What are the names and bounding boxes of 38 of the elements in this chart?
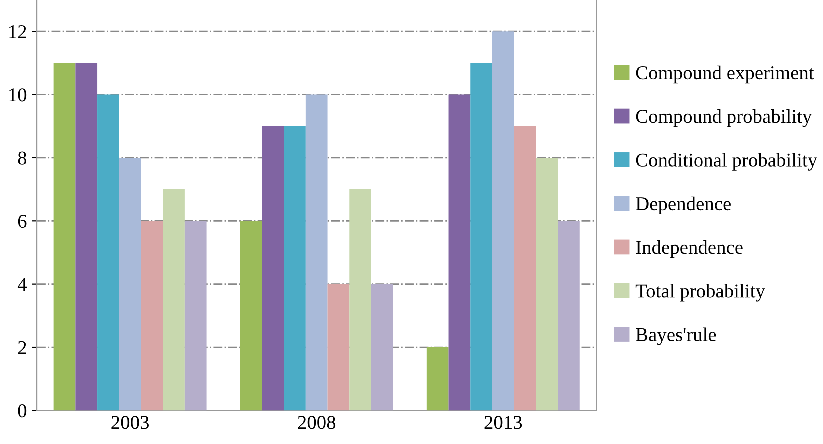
bar (426, 348, 449, 411)
bar (514, 126, 536, 411)
x-tick-label: 2008 (298, 416, 336, 430)
bar (558, 221, 580, 411)
y-tick-label: 10 (10, 88, 27, 102)
bar (470, 63, 492, 411)
x-tick-label: 2013 (484, 416, 522, 430)
bar (492, 32, 514, 411)
y-tick-label: 8 (18, 152, 27, 165)
bar (284, 126, 306, 411)
bar (184, 221, 207, 411)
bar (119, 158, 142, 411)
legend-label: Conditional probability (636, 153, 818, 171)
y-tick-label: 0 (18, 404, 27, 418)
bar (54, 63, 76, 411)
bar (536, 158, 558, 411)
bar (98, 94, 120, 411)
x-tick-label: 2003 (112, 416, 149, 430)
bar (240, 221, 262, 411)
legend-label: Compound probability (636, 110, 812, 128)
legend-label: Dependence (636, 196, 731, 215)
legend-label: Total probability (636, 284, 766, 302)
bar (76, 63, 98, 411)
y-tick-label: 6 (18, 215, 27, 228)
legend-label: Compound experiment (636, 66, 814, 84)
bar (306, 94, 328, 411)
legend-label: Independence (636, 240, 743, 258)
bar (371, 284, 394, 411)
bar (350, 190, 372, 411)
bar (163, 190, 185, 411)
bar (141, 221, 164, 411)
legend-label: Bayes'rule (636, 328, 716, 346)
bar (262, 126, 284, 411)
y-tick-label: 4 (18, 278, 28, 292)
bar (448, 94, 471, 411)
y-tick-label: 2 (18, 341, 26, 354)
y-tick-label: 12 (10, 25, 26, 38)
bar (328, 284, 350, 411)
